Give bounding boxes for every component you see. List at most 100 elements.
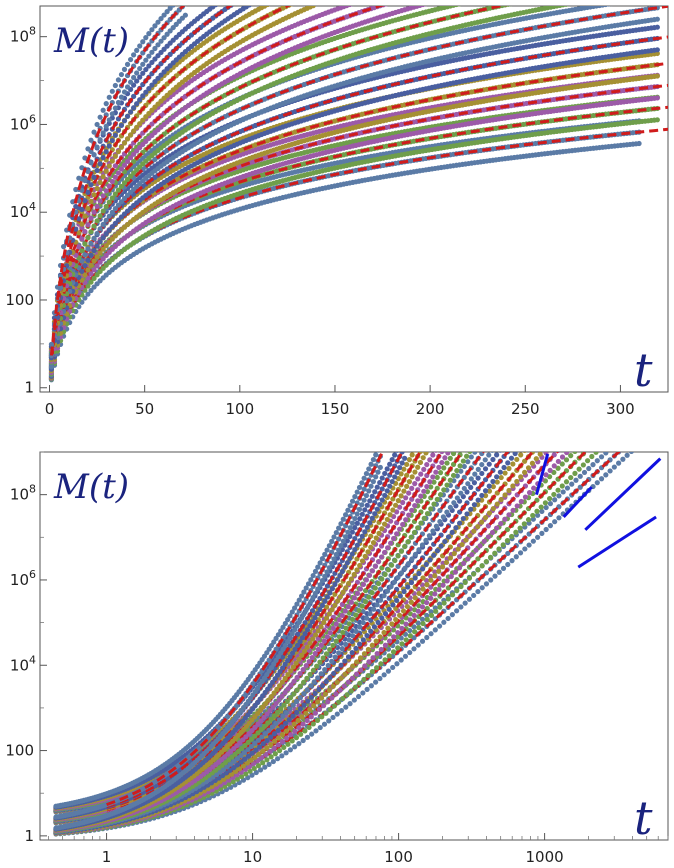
point bbox=[91, 209, 97, 215]
point bbox=[420, 6, 426, 8]
point bbox=[94, 167, 100, 174]
plot-frame bbox=[39, 5, 669, 393]
point bbox=[106, 239, 112, 245]
point bbox=[502, 6, 508, 8]
point bbox=[564, 6, 568, 7]
point bbox=[560, 6, 566, 8]
point bbox=[393, 0, 398, 4]
point bbox=[106, 199, 112, 205]
point bbox=[362, 0, 367, 2]
point bbox=[390, 0, 395, 5]
point bbox=[274, 0, 279, 3]
point bbox=[106, 163, 112, 169]
point bbox=[100, 174, 106, 180]
point bbox=[460, 1, 465, 6]
point bbox=[94, 243, 100, 249]
point bbox=[82, 262, 88, 269]
point bbox=[481, 0, 486, 1]
point bbox=[109, 137, 115, 144]
point bbox=[94, 218, 100, 224]
point bbox=[85, 283, 91, 289]
point bbox=[85, 257, 91, 263]
point bbox=[124, 113, 131, 119]
point bbox=[115, 127, 122, 133]
point bbox=[100, 155, 106, 161]
point bbox=[91, 284, 97, 290]
point bbox=[591, 0, 596, 2]
point bbox=[302, 0, 307, 1]
point bbox=[103, 243, 109, 249]
point bbox=[654, 24, 660, 30]
point bbox=[268, 0, 273, 5]
point bbox=[94, 203, 100, 210]
point bbox=[88, 279, 94, 285]
point bbox=[469, 0, 474, 4]
point bbox=[97, 213, 103, 219]
point bbox=[636, 140, 642, 147]
point bbox=[569, 1, 574, 6]
point bbox=[277, 0, 282, 1]
point bbox=[97, 179, 103, 186]
point bbox=[365, 0, 370, 1]
point bbox=[596, 6, 603, 9]
point bbox=[88, 271, 94, 277]
point bbox=[94, 254, 100, 260]
point bbox=[109, 158, 115, 164]
point bbox=[85, 189, 91, 196]
point bbox=[85, 235, 91, 241]
point bbox=[91, 275, 97, 281]
point bbox=[352, 6, 354, 7]
point bbox=[594, 0, 599, 1]
point bbox=[436, 0, 441, 3]
point bbox=[618, 0, 623, 5]
point bbox=[118, 122, 125, 129]
point bbox=[445, 0, 450, 1]
point bbox=[643, 0, 648, 1]
point bbox=[429, 0, 434, 5]
point bbox=[97, 250, 103, 256]
point bbox=[387, 0, 392, 5]
point bbox=[396, 0, 401, 3]
point bbox=[91, 223, 97, 229]
point bbox=[610, 6, 613, 7]
point bbox=[654, 73, 660, 79]
point bbox=[88, 198, 94, 205]
point bbox=[94, 230, 100, 237]
point bbox=[518, 0, 523, 4]
point bbox=[654, 117, 660, 123]
point bbox=[442, 0, 447, 1]
point bbox=[439, 0, 444, 2]
point bbox=[82, 241, 88, 247]
point bbox=[88, 252, 94, 258]
point bbox=[265, 6, 270, 8]
point bbox=[91, 258, 97, 264]
point bbox=[85, 246, 91, 252]
point bbox=[85, 205, 91, 212]
point bbox=[94, 272, 100, 278]
point bbox=[624, 0, 629, 4]
point bbox=[112, 132, 118, 138]
point bbox=[271, 0, 276, 4]
point bbox=[103, 168, 109, 174]
point bbox=[359, 0, 364, 3]
point bbox=[615, 0, 620, 5]
point bbox=[654, 16, 660, 22]
point bbox=[450, 6, 456, 8]
point bbox=[100, 208, 106, 214]
point bbox=[97, 259, 103, 265]
point bbox=[621, 0, 626, 4]
point bbox=[292, 0, 297, 5]
point bbox=[127, 109, 134, 115]
point bbox=[527, 0, 532, 3]
point bbox=[633, 0, 638, 2]
point bbox=[97, 198, 103, 204]
point bbox=[112, 174, 118, 180]
point bbox=[521, 0, 526, 4]
point bbox=[600, 6, 605, 8]
point bbox=[88, 240, 94, 247]
point bbox=[636, 0, 641, 2]
fit-line bbox=[49, 105, 668, 368]
point bbox=[630, 0, 635, 3]
